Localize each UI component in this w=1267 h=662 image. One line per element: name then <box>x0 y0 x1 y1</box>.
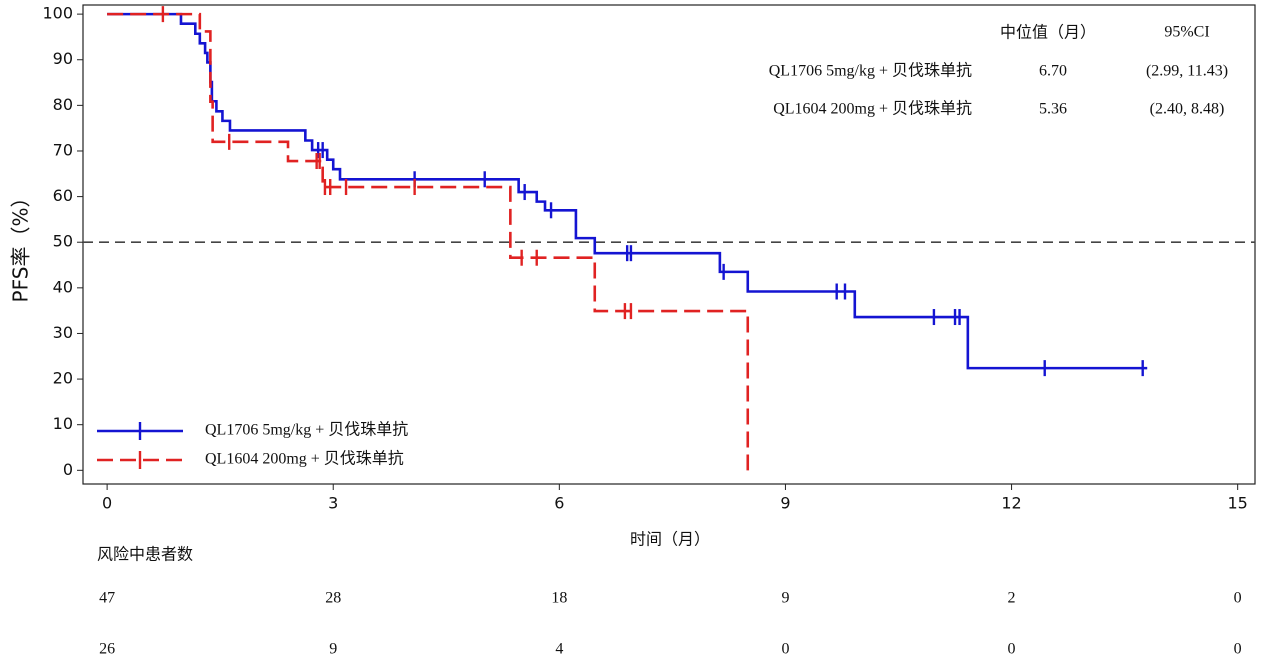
x-tick-label: 6 <box>554 494 564 513</box>
risk-count: 0 <box>781 641 789 658</box>
y-tick-label: 0 <box>63 460 73 479</box>
y-tick-label: 40 <box>53 277 73 296</box>
y-tick-label: 60 <box>53 186 73 205</box>
survival-curve <box>107 12 750 471</box>
y-tick-label: 80 <box>53 95 73 114</box>
table-ci: (2.99, 11.43) <box>1146 63 1228 80</box>
y-tick-label: 50 <box>53 232 73 251</box>
x-tick-label: 15 <box>1227 494 1247 513</box>
survival-curve <box>107 12 1148 370</box>
legend-label: QL1706 5mg/kg + 贝伐珠单抗 <box>205 421 408 439</box>
y-tick-label: 70 <box>53 140 73 159</box>
risk-count: 0 <box>1008 641 1016 658</box>
table-header: 95%CI <box>1164 24 1209 41</box>
table-header: 中位值（月） <box>1000 23 1096 42</box>
y-tick-label: 30 <box>53 323 73 342</box>
x-tick-label: 3 <box>328 494 338 513</box>
y-tick-label: 90 <box>53 49 73 68</box>
table-row-label: QL1604 200mg + 贝伐珠单抗 <box>773 100 972 118</box>
risk-count: 26 <box>99 641 115 658</box>
risk-count: 47 <box>99 590 115 607</box>
y-tick-label: 20 <box>53 369 73 388</box>
x-tick-label: 12 <box>1001 494 1021 513</box>
table-row-label: QL1706 5mg/kg + 贝伐珠单抗 <box>769 62 972 80</box>
table-median: 5.36 <box>1039 101 1067 118</box>
risk-count: 2 <box>1008 590 1016 607</box>
x-axis-label: 时间（月） <box>630 530 710 549</box>
table-ci: (2.40, 8.48) <box>1150 101 1225 118</box>
risk-count: 9 <box>781 590 789 607</box>
risk-count: 4 <box>555 641 563 658</box>
legend-label: QL1604 200mg + 贝伐珠单抗 <box>205 450 404 468</box>
risk-count: 9 <box>329 641 337 658</box>
x-tick-label: 9 <box>780 494 790 513</box>
risk-table-title: 风险中患者数 <box>97 545 193 564</box>
risk-count: 18 <box>551 590 567 607</box>
y-tick-label: 10 <box>53 414 73 433</box>
table-median: 6.70 <box>1039 63 1067 80</box>
x-tick-label: 0 <box>102 494 112 513</box>
plot-frame <box>82 4 1256 485</box>
risk-count: 0 <box>1234 590 1242 607</box>
risk-count: 28 <box>325 590 341 607</box>
y-tick-label: 100 <box>42 4 73 23</box>
risk-count: 0 <box>1234 641 1242 658</box>
y-axis-label: PFS率（%） <box>9 188 33 303</box>
